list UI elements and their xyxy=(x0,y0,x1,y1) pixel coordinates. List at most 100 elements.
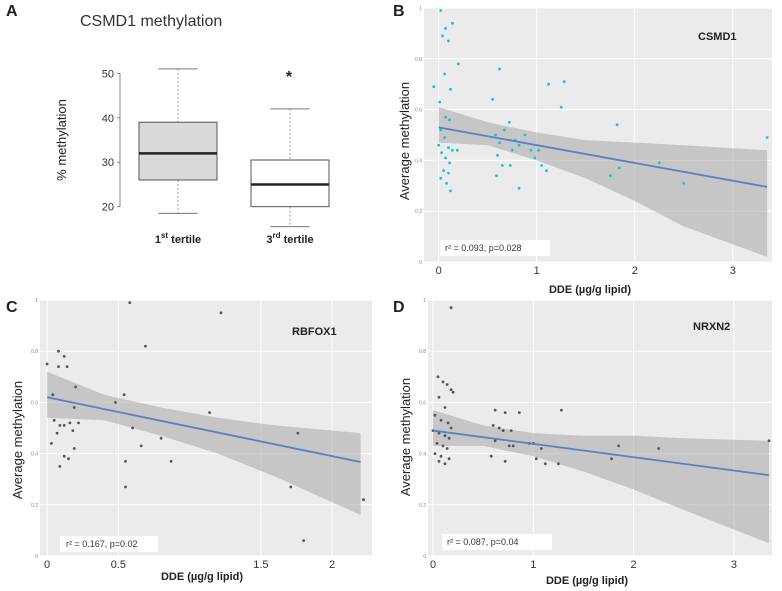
panel-c-stat: r² = 0.167, p=0.02 xyxy=(66,539,138,549)
panel-b-point-50 xyxy=(617,166,621,170)
panel-d-point-32 xyxy=(507,444,511,448)
panel-d-point-15 xyxy=(447,436,451,440)
panel-b-point-49 xyxy=(615,123,619,127)
panel-a-ytick-label-2: 40 xyxy=(102,113,114,125)
panel-b-point-22 xyxy=(447,171,450,175)
panel-c-point-8 xyxy=(52,418,56,422)
panel-b-xlabel: DDE (µg/g lipid) xyxy=(549,284,631,296)
panel-d-point-4 xyxy=(449,388,453,391)
panel-b-point-11 xyxy=(448,118,451,122)
panel-b-point-37 xyxy=(529,148,533,152)
panel-b-stat: r² = 0.093, p=0.028 xyxy=(445,243,522,253)
panel-c-xtick-label-1: 0.5 xyxy=(111,559,126,571)
panel-a-title: CSMD1 methylation xyxy=(80,13,222,30)
panel-b-point-51 xyxy=(608,174,612,178)
box-1-iqr xyxy=(138,121,218,181)
panel-b-point-21 xyxy=(442,169,445,173)
panel-c-point-9 xyxy=(58,424,62,427)
panel-d-point-18 xyxy=(445,447,449,450)
panel-d-point-36 xyxy=(539,447,543,450)
panel-d-gene-label: NRXN2 xyxy=(693,321,730,333)
panel-letter-d: D xyxy=(393,299,405,316)
panel-c-point-13 xyxy=(55,431,59,435)
panel-d-point-42 xyxy=(560,408,563,412)
panel-c-ytick-label-1: 0.2 xyxy=(31,503,38,509)
panel-d-point-46 xyxy=(767,439,771,443)
panel-d-point-5 xyxy=(451,390,455,394)
panel-b-point-36 xyxy=(510,148,514,152)
panel-c-point-35 xyxy=(362,498,365,502)
panel-c-xlabel: DDE (µg/g lipid) xyxy=(161,571,243,583)
panel-d-point-40 xyxy=(543,462,547,466)
panel-d-point-13 xyxy=(437,431,441,435)
panel-d-point-30 xyxy=(509,429,513,432)
panel-b-point-4 xyxy=(447,39,450,43)
panel-c-point-6 xyxy=(74,385,77,389)
panel-letter-b: B xyxy=(393,3,405,20)
panel-b-point-47 xyxy=(562,80,566,84)
panel-c-point-34 xyxy=(302,539,305,542)
panel-b-point-48 xyxy=(559,105,563,109)
panel-d-xlabel: DDE (µg/g lipid) xyxy=(546,575,628,587)
panel-d-point-1 xyxy=(436,375,440,379)
panel-d-point-44 xyxy=(610,457,613,461)
panel-b-point-28 xyxy=(507,120,511,124)
panel-d-xtick-label-3: 3 xyxy=(731,559,737,571)
panel-b-point-14 xyxy=(437,143,441,147)
panel-b-point-5 xyxy=(456,62,460,66)
panel-d-point-6 xyxy=(437,395,441,399)
panel-c-point-1 xyxy=(62,354,66,358)
panel-b-ytick-label-1: 0.2 xyxy=(415,209,422,215)
panel-d-point-25 xyxy=(491,424,495,427)
panel-c-point-29 xyxy=(124,485,127,489)
panel-b-point-30 xyxy=(494,133,497,137)
panel-d-ylabel: Average methylation xyxy=(398,378,413,496)
significance-asterisk: * xyxy=(286,69,293,86)
panel-c-point-20 xyxy=(128,301,132,304)
panel-d-point-11 xyxy=(449,426,453,430)
panel-d-ytick-label-4: 0.8 xyxy=(419,349,426,355)
panel-c-point-14 xyxy=(71,429,75,432)
panel-c-point-21 xyxy=(144,344,147,348)
panel-c-point-19 xyxy=(58,465,62,468)
panel-d-point-39 xyxy=(534,457,538,461)
panel-d-xtick-label-1: 1 xyxy=(530,559,536,571)
panel-c-ytick-label-3: 0.6 xyxy=(31,400,38,406)
panel-b-point-29 xyxy=(503,128,506,132)
panel-d-point-19 xyxy=(433,452,437,455)
panel-c-xtick-label-2: 1.5 xyxy=(253,559,268,571)
panel-c-ytick-label-4: 0.8 xyxy=(31,349,38,355)
panel-d-ytick-label-5: 1 xyxy=(423,298,426,304)
panel-b-point-6 xyxy=(443,72,446,76)
panel-b-point-26 xyxy=(498,67,501,71)
panel-c-point-33 xyxy=(289,485,293,489)
panel-c-gene-label: RBFOX1 xyxy=(292,326,337,338)
panel-c-confidence-band xyxy=(47,371,361,515)
panel-b-point-19 xyxy=(444,156,447,160)
panel-b-point-16 xyxy=(451,148,454,152)
panel-b-point-27 xyxy=(491,98,494,101)
panel-b-point-9 xyxy=(438,100,442,104)
panel-c-point-17 xyxy=(62,454,66,458)
panel-b-confidence-band xyxy=(438,107,768,257)
panel-b-point-39 xyxy=(533,156,537,160)
panel-c-point-12 xyxy=(77,421,80,425)
panel-d-point-45 xyxy=(657,447,661,450)
panel-d-point-3 xyxy=(445,383,449,386)
panel-b-point-3 xyxy=(441,34,444,38)
panel-b-point-44 xyxy=(495,174,498,178)
panel-b-ylabel: Average methylation xyxy=(397,82,412,200)
panel-d-confidence-band xyxy=(433,410,769,544)
panel-c-xtick-label-3: 2 xyxy=(329,559,335,571)
panel-b-point-18 xyxy=(440,151,443,155)
panel-d-scatter: 0 0.2 0.4 0.6 0.8 1 0 1 2 3 NRXN2 Average methylati… xyxy=(398,298,772,587)
panel-d-point-22 xyxy=(437,459,441,463)
panel-d-point-0 xyxy=(449,306,453,310)
panel-b-xtick-label-2: 2 xyxy=(632,265,638,277)
panel-b-xtick-label-1: 1 xyxy=(534,265,540,277)
panel-d-ytick-label-0: 0 xyxy=(423,554,426,560)
panel-d-point-41 xyxy=(557,462,560,466)
panel-b-point-8 xyxy=(449,87,452,91)
panel-d-point-26 xyxy=(503,411,507,414)
